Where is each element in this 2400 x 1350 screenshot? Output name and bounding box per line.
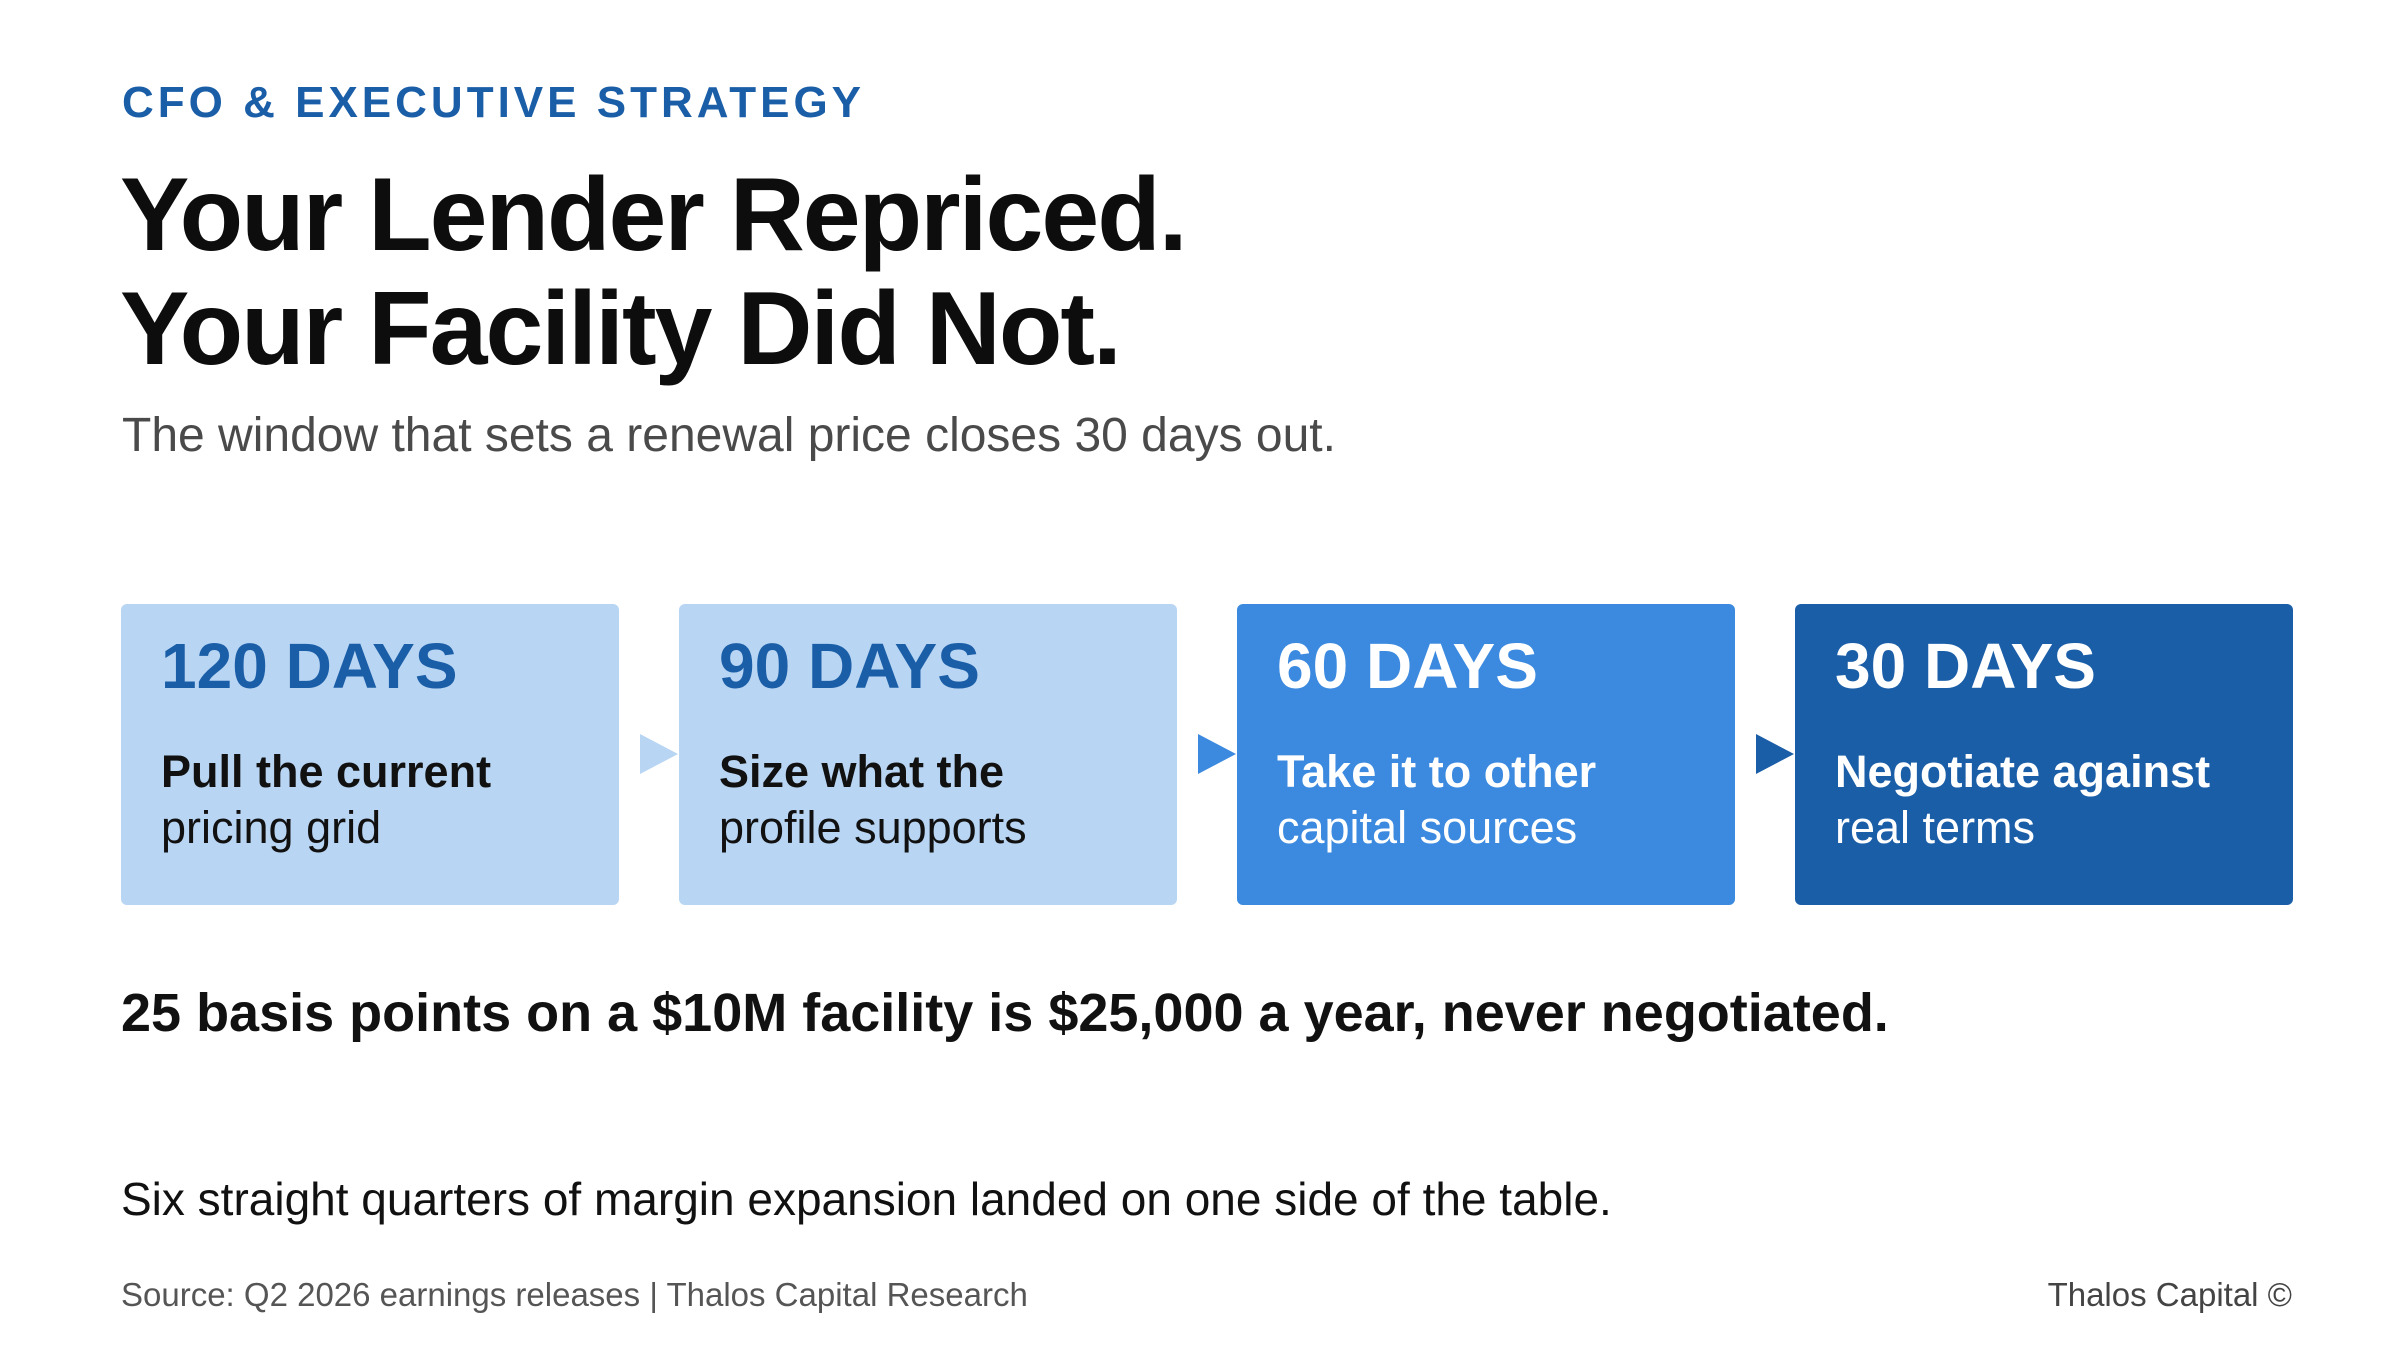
timeline-steps: 120 DAYS Pull the current pricing grid 9…	[121, 604, 2293, 905]
step-days: 60 DAYS	[1277, 630, 1538, 702]
step-description-line-1: Pull the current	[161, 746, 492, 797]
arrow-right-icon	[640, 734, 678, 774]
step-description-line-2: capital sources	[1277, 802, 1578, 853]
step-description-line-1: Negotiate against	[1835, 746, 2211, 797]
brand-mark: Thalos Capital ©	[2047, 1276, 2292, 1313]
eyebrow-label: CFO & EXECUTIVE STRATEGY	[122, 78, 866, 127]
step-description-line-1: Take it to other	[1277, 746, 1597, 797]
step-description: Size what the profile supports	[719, 744, 1137, 856]
source-citation: Source: Q2 2026 earnings releases | Thal…	[121, 1276, 1028, 1313]
step-card-120-days: 120 DAYS Pull the current pricing grid	[121, 604, 619, 905]
step-card-60-days: 60 DAYS Take it to other capital sources	[1237, 604, 1735, 905]
step-description-line-2: real terms	[1835, 802, 2036, 853]
step-description: Negotiate against real terms	[1835, 744, 2253, 856]
key-callout: 25 basis points on a $10M facility is $2…	[121, 983, 1889, 1043]
step-description-line-2: pricing grid	[161, 802, 382, 853]
arrow-right-icon	[1198, 734, 1236, 774]
supporting-note: Six straight quarters of margin expansio…	[121, 1173, 1612, 1225]
step-card-30-days: 30 DAYS Negotiate against real terms	[1795, 604, 2293, 905]
step-days: 90 DAYS	[719, 630, 980, 702]
headline-line-2: Your Facility Did Not.	[120, 271, 1122, 387]
headline: Your Lender Repriced. Your Facility Did …	[120, 157, 1188, 387]
step-card-90-days: 90 DAYS Size what the profile supports	[679, 604, 1177, 905]
arrow-right-icon	[1756, 734, 1794, 774]
step-description: Pull the current pricing grid	[161, 744, 579, 856]
step-days: 120 DAYS	[161, 630, 458, 702]
step-description-line-1: Size what the	[719, 746, 1005, 797]
step-days: 30 DAYS	[1835, 630, 2096, 702]
step-description-line-2: profile supports	[719, 802, 1027, 853]
step-description: Take it to other capital sources	[1277, 744, 1695, 856]
headline-line-1: Your Lender Repriced.	[120, 157, 1188, 273]
subtitle: The window that sets a renewal price clo…	[122, 409, 1336, 462]
